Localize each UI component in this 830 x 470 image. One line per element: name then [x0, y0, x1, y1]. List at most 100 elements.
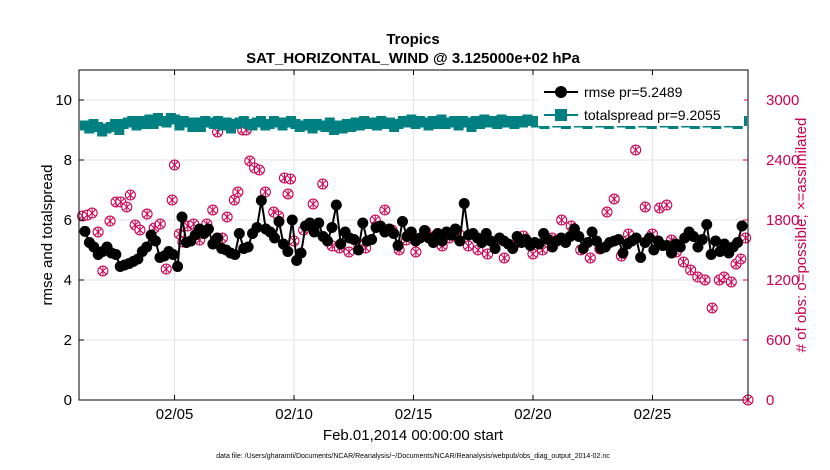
rmse-point	[701, 219, 713, 230]
rmse-point	[533, 238, 545, 250]
y2-tick-label: 1200	[766, 272, 799, 289]
rmse-point	[229, 249, 241, 260]
rmse-point	[233, 228, 245, 239]
chart-subtitle: SAT_HORIZONTAL_WIND @ 3.125000e+02 hPa	[246, 50, 580, 67]
obs-point	[735, 253, 747, 265]
x-tick-label: 02/10	[275, 406, 313, 423]
legend-box	[538, 80, 744, 126]
totalspread-point	[170, 114, 181, 125]
obs-point	[97, 265, 109, 277]
rmse-point	[273, 216, 285, 227]
x-axis-label: Feb.01,2014 00:00:00 start	[323, 427, 504, 444]
rmse-point	[322, 235, 334, 247]
rmse-point	[79, 225, 91, 237]
rmse-point	[282, 246, 294, 257]
totalspread-point	[195, 122, 206, 132]
x-tick-label: 02/05	[156, 406, 194, 423]
obs-point	[284, 173, 297, 185]
obs-point	[207, 204, 219, 216]
rmse-point	[110, 249, 122, 260]
obs-point	[228, 194, 240, 206]
rmse-point	[405, 226, 417, 238]
footnote: data file: /Users/gharamti/Documents/NCA…	[216, 453, 610, 460]
rmse-point	[454, 235, 466, 247]
obs-point	[379, 204, 391, 216]
rmse-point	[688, 231, 700, 242]
series-layer	[77, 113, 754, 406]
obs-point	[527, 248, 539, 260]
totalspread-point	[466, 122, 477, 132]
obs-point	[639, 201, 651, 213]
totalspread-point	[324, 117, 335, 128]
rmse-point	[665, 247, 677, 259]
rmse-point	[352, 244, 364, 256]
obs-point	[601, 206, 613, 218]
rmse-point	[705, 249, 717, 260]
obs-point	[307, 198, 319, 210]
obs-point	[462, 240, 475, 252]
legend-rmse-marker	[555, 86, 567, 98]
rmse-point	[172, 261, 184, 272]
obs-point	[498, 252, 510, 264]
x-tick-label: 02/15	[395, 406, 433, 423]
obs-point	[706, 302, 718, 314]
rmse-point	[396, 216, 408, 227]
rmse-point	[304, 217, 316, 229]
rmse-point	[269, 232, 281, 244]
rmse-point	[635, 252, 647, 263]
y-tick-label: 10	[55, 92, 72, 109]
rmse-point	[313, 217, 325, 229]
legend-spread-label: totalspread pr=9.2055	[584, 107, 721, 123]
obs-point	[166, 194, 178, 206]
rmse-point	[388, 228, 400, 239]
obs-point	[584, 252, 596, 264]
rmse-point	[573, 231, 585, 242]
rmse-point	[392, 240, 404, 251]
obs-point	[141, 208, 153, 220]
obs-point	[154, 218, 166, 230]
rmse-point	[326, 222, 338, 233]
rmse-point	[330, 199, 342, 211]
rmse-point	[648, 244, 660, 256]
rmse-point	[176, 211, 188, 223]
rmse-point	[696, 234, 708, 245]
rmse-point	[308, 226, 320, 238]
obs-point	[253, 164, 265, 176]
rmse-point	[458, 198, 470, 209]
rmse-point	[167, 249, 179, 260]
rmse-point	[348, 234, 360, 245]
x-tick-label: 02/20	[514, 406, 552, 423]
y2-tick-label: 0	[766, 392, 774, 409]
rmse-point	[732, 237, 744, 248]
totalspread-point	[221, 117, 232, 128]
rmse-point	[507, 243, 519, 254]
obs-point	[410, 246, 422, 258]
obs-point	[661, 199, 673, 211]
rmse-point	[630, 232, 642, 244]
obs-point	[725, 276, 737, 288]
rmse-point	[202, 223, 214, 235]
obs-point	[232, 186, 244, 198]
axes: 02/05 02/10 02/15 02/20 02/25 0 2 4 6 8 10 0 600 1200…	[55, 70, 799, 423]
rmse-point	[335, 238, 347, 250]
obs-point	[86, 207, 98, 219]
rmse-point	[613, 234, 625, 245]
y2-tick-label: 2400	[766, 152, 799, 169]
obs-point	[121, 201, 133, 213]
y-tick-label: 6	[64, 212, 72, 229]
y-tick-label: 8	[64, 152, 72, 169]
legend: rmse pr=5.2489 totalspread pr=9.2055	[538, 80, 744, 126]
obs-point	[699, 274, 711, 286]
rmse-point	[150, 235, 162, 247]
obs-point	[608, 193, 620, 205]
obs-point	[630, 144, 642, 156]
rmse-point	[582, 237, 594, 248]
totalspread-point	[110, 119, 121, 129]
totalspread-point	[114, 125, 125, 135]
legend-rmse-label: rmse pr=5.2489	[584, 84, 683, 100]
obs-point	[282, 188, 294, 200]
y-tick-label: 0	[64, 392, 72, 409]
obs-point	[92, 226, 104, 238]
rmse-point	[718, 238, 730, 250]
